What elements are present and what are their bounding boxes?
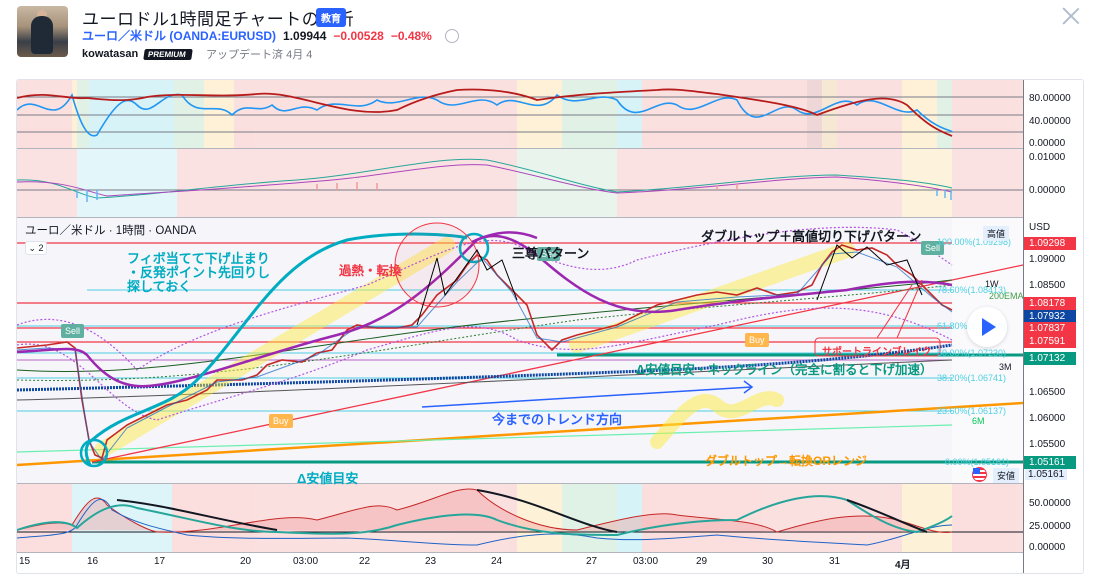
currency-label: USD — [1029, 222, 1051, 233]
fib-label: 100.00%(1.09298) — [937, 237, 1012, 247]
time-axis-label: 23 — [425, 556, 437, 567]
macd-histogram — [316, 182, 738, 190]
time-axis-label: 24 — [491, 556, 503, 567]
price-axis-label: 1.09000 — [1029, 254, 1066, 265]
annotation-trend: 今までのトレンド方向 — [492, 412, 623, 427]
annotation-neckline: Δ安値目安・ネックライン（完全に割ると下げ加速） — [636, 363, 933, 377]
fib-label: 23.60%(1.06137) — [937, 406, 1007, 416]
time-axis-label: 30 — [762, 556, 774, 567]
time-axis-label: 31 — [829, 556, 841, 567]
symbol-change: −0.00528 — [333, 28, 384, 43]
annotation-low-target: Δ安値目安 — [297, 471, 359, 486]
time-axis-label: 27 — [586, 556, 598, 567]
sell-signal: Sell — [537, 247, 561, 261]
annotation-overheat: 過熱・転換 — [339, 264, 402, 278]
price-axis-label: 1.06000 — [1029, 413, 1066, 424]
stoch-k-line — [17, 92, 953, 137]
macd-axis-001: 0.01000 — [1029, 152, 1066, 163]
stoch-axis-0: 0.00000 — [1029, 138, 1066, 149]
annotation-triple-top: 三尊パターン — [512, 246, 590, 261]
symbol-change-pct: −0.48% — [390, 28, 432, 43]
pane-divider[interactable] — [17, 552, 1083, 553]
chart-legend: ユーロ／米ドル · 1時間 · OANDA — [25, 225, 197, 237]
low-label: 安値 — [993, 468, 1020, 483]
buy-signal: Buy — [269, 414, 293, 428]
premium-badge: PREMIUM — [143, 48, 193, 60]
price-tag: 1.05161 — [1024, 456, 1076, 469]
price-axis-label: 1.05500 — [1029, 439, 1066, 450]
stoch-axis-80: 80.00000 — [1029, 93, 1071, 104]
ma-label-6m: 6M — [972, 416, 985, 426]
alarm-clock-icon[interactable] — [444, 28, 459, 43]
price-axis-label: 1.08500 — [1029, 280, 1066, 291]
time-axis-label: 22 — [359, 556, 371, 567]
time-axis-label: 17 — [154, 556, 166, 567]
idea-header: ユーロドル1時間足チャートの分析 教育 ユーロ／米ドル (OANDA:EURUS… — [0, 0, 1100, 72]
time-axis-label: 15 — [19, 556, 31, 567]
close-icon[interactable] — [1062, 7, 1080, 25]
fib-label: 38.20%(1.06741) — [937, 373, 1007, 383]
collapse-indicators-button[interactable]: ⌄ 2 — [25, 241, 47, 255]
price-tag: 1.07132 — [1024, 352, 1076, 365]
annotation-fibo: フィボ当てて下げ止まり ・反発ポイント先回りし 探しておく — [127, 251, 271, 294]
pane-divider[interactable] — [17, 483, 1083, 484]
macd-line — [17, 158, 953, 199]
time-axis-label: 29 — [696, 556, 708, 567]
ma-label-200ema: 200EMA — [989, 291, 1024, 301]
category-badge[interactable]: 教育 — [316, 8, 346, 27]
updated-date: アップデート済 4月 4 — [206, 49, 313, 61]
ma-label-1w: 1W — [985, 279, 999, 289]
high-label: 高値 — [983, 226, 1010, 241]
author-row: kowatasan PREMIUM アップデート済 4月 4 — [82, 46, 312, 62]
chart-container[interactable]: ユーロ／米ドル · 1時間 · OANDA ⌄ 2 Sell Sell Sell… — [16, 79, 1084, 574]
adx-axis-0: 0.00000 — [1029, 542, 1066, 553]
price-tag: 1.07591 — [1024, 335, 1076, 348]
price-tag: 1.09298 — [1024, 237, 1076, 250]
fib-label: 78.60%(1.08413) — [937, 285, 1007, 295]
symbol-price: 1.09944 — [283, 28, 327, 43]
adx-axis-50: 50.00000 — [1029, 498, 1071, 509]
sell-signal: Sell — [921, 241, 945, 255]
price-tag: 1.08178 — [1024, 297, 1076, 310]
fib-label: 50.00%(1.07230) — [937, 348, 1007, 358]
time-axis-label: 03:00 — [293, 556, 319, 567]
low-value-label: 1.05161 — [1025, 469, 1068, 480]
price-tag: 1.07932 — [1024, 310, 1076, 323]
macd-signal — [17, 164, 953, 197]
adx-axis-25: 25.00000 — [1029, 521, 1071, 532]
price-series — [17, 244, 953, 460]
buy-signal: Buy — [745, 333, 769, 347]
chart-canvas[interactable] — [17, 80, 1023, 574]
session-bands — [17, 80, 1023, 148]
time-axis-label: 20 — [240, 556, 252, 567]
author-name[interactable]: kowatasan — [82, 48, 139, 60]
stoch-d-line — [17, 88, 953, 137]
us-flag-icon — [972, 467, 987, 482]
annotation-support-break: サポートラインブレイク — [822, 347, 932, 358]
annotation-scenario: ダブルトップ→転換ORレンジ — [705, 454, 868, 468]
time-axis-label: 16 — [87, 556, 99, 567]
symbol-link[interactable]: ユーロ／米ドル (OANDA:EURUSD) — [82, 29, 277, 43]
pane-divider[interactable] — [17, 217, 1083, 218]
ma-label-3m: 3M — [999, 362, 1012, 372]
play-replay-button[interactable] — [967, 307, 1007, 347]
stoch-axis-40: 40.00000 — [1029, 116, 1071, 127]
price-axis-label: 1.06500 — [1029, 387, 1066, 398]
time-axis-label: 03:00 — [633, 556, 659, 567]
annotation-double-top: ダブルトップ＋高値切り下げパターン — [701, 229, 922, 244]
pane-divider[interactable] — [17, 148, 1083, 149]
time-axis-label: 4月 — [895, 560, 911, 571]
idea-title: ユーロドル1時間足チャートの分析 — [82, 10, 355, 29]
author-avatar[interactable] — [17, 6, 68, 57]
fib-label: 0.00%(1.05161) — [945, 457, 1010, 467]
macd-axis-0: 0.00000 — [1029, 185, 1066, 196]
sell-signal: Sell — [61, 324, 85, 338]
price-tag: 1.07837 — [1024, 322, 1076, 335]
symbol-row: ユーロ／米ドル (OANDA:EURUSD) 1.09944 −0.00528 … — [82, 27, 459, 44]
